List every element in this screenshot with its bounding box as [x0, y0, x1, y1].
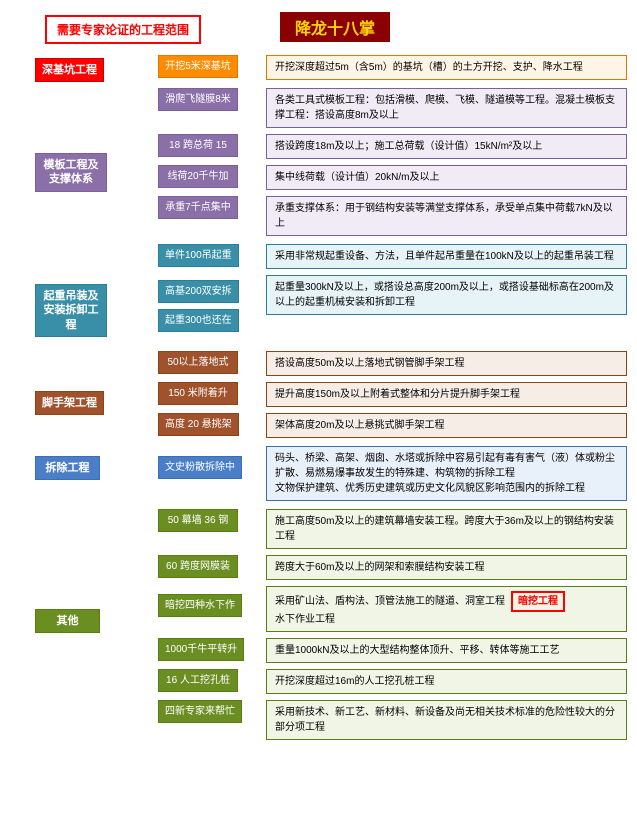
item-row: 150 米附着升 提升高度150m及以上附着式整体和分片提升脚手架工程 — [158, 382, 627, 407]
item-row: 50 幕墙 36 钢 施工高度50m及以上的建筑幕墙安装工程。跨度大于36m及以上… — [158, 509, 627, 549]
section: 拆除工程 文史粉散拆除中 码头、桥梁、高架、烟囱、水塔或拆除中容易引起有毒有害气（液… — [15, 446, 627, 501]
description: 承重支撑体系：用于钢结构安装等满堂支撑体系，承受单点集中荷载7kN及以上 — [266, 196, 627, 236]
items-container: 单件100吊起重 采用非常规起重设备、方法，且单件起吊重量在100kN及以上的起重… — [120, 244, 627, 343]
description: 集中线荷载（设计值）20kN/m及以上 — [266, 165, 627, 190]
description: 跨度大于60m及以上的网架和索膜结构安装工程 — [266, 555, 627, 580]
category-label: 脚手架工程 — [35, 391, 104, 415]
tree-container: 深基坑工程 开挖5米深基坑 开挖深度超过5m（含5m）的基坑（槽）的土方开挖、支护、… — [15, 55, 627, 748]
mid-label: 线荷20千牛加 — [158, 165, 238, 188]
mid-label: 起重300也还在 — [158, 309, 239, 332]
mid-label: 150 米附着升 — [158, 382, 238, 405]
mid-label: 60 跨度网膜装 — [158, 555, 238, 578]
category-label: 拆除工程 — [35, 456, 100, 480]
description: 架体高度20m及以上悬挑式脚手架工程 — [266, 413, 627, 438]
description: 重量1000kN及以上的大型结构整体顶升、平移、转体等施工工艺 — [266, 638, 627, 663]
item-row: 文史粉散拆除中 码头、桥梁、高架、烟囱、水塔或拆除中容易引起有毒有害气（液）体或粉… — [158, 446, 627, 501]
description: 采用矿山法、盾构法、顶管法施工的隧道、洞室工程暗挖工程水下作业工程 — [266, 586, 627, 632]
description: 开挖深度超过5m（含5m）的基坑（槽）的土方开挖、支护、降水工程 — [266, 55, 627, 80]
title-label: 降龙十八掌 — [280, 12, 390, 42]
description: 起重量300kN及以上，或搭设总高度200m及以上，或搭设基础标高在200m及以… — [266, 275, 627, 315]
item-row: 起重300也还在 — [158, 321, 627, 343]
section: 其他 50 幕墙 36 钢 施工高度50m及以上的建筑幕墙安装工程。跨度大于36m及… — [15, 509, 627, 740]
section: 模板工程及支撑体系 滑爬飞隧膜8米 各类工具式模板工程：包括滑模、爬模、飞模、隧道模… — [15, 88, 627, 236]
item-row: 暗挖四种水下作 采用矿山法、盾构法、顶管法施工的隧道、洞室工程暗挖工程水下作业工程 — [158, 586, 627, 632]
mid-label: 高度 20 悬挑架 — [158, 413, 239, 436]
mid-label: 开挖5米深基坑 — [158, 55, 238, 78]
item-row: 四新专家来帮忙 采用新技术、新工艺、新材料、新设备及尚无相关技术标准的危险性较大的… — [158, 700, 627, 740]
mid-label: 承重7千点集中 — [158, 196, 238, 219]
items-container: 50 幕墙 36 钢 施工高度50m及以上的建筑幕墙安装工程。跨度大于36m及以上… — [120, 509, 627, 740]
item-row: 开挖5米深基坑 开挖深度超过5m（含5m）的基坑（槽）的土方开挖、支护、降水工程 — [158, 55, 627, 80]
mid-label: 滑爬飞隧膜8米 — [158, 88, 238, 111]
mid-label: 暗挖四种水下作 — [158, 594, 242, 617]
description: 搭设跨度18m及以上；施工总荷载（设计值）15kN/m²及以上 — [266, 134, 627, 159]
category-label: 深基坑工程 — [35, 58, 104, 82]
mid-label: 50以上落地式 — [158, 351, 238, 374]
category-label: 模板工程及支撑体系 — [35, 153, 107, 192]
item-row: 18 跨总荷 15 搭设跨度18m及以上；施工总荷载（设计值）15kN/m²及以上 — [158, 134, 627, 159]
category-label: 其他 — [35, 609, 100, 633]
description: 采用非常规起重设备、方法，且单件起吊重量在100kN及以上的起重吊装工程 — [266, 244, 627, 269]
description: 施工高度50m及以上的建筑幕墙安装工程。跨度大于36m及以上的钢结构安装工程 — [266, 509, 627, 549]
items-container: 50以上落地式 搭设高度50m及以上落地式钢管脚手架工程 150 米附着升 提升高度1… — [120, 351, 627, 438]
item-row: 50以上落地式 搭设高度50m及以上落地式钢管脚手架工程 — [158, 351, 627, 376]
item-row: 1000千牛平转升重量1000kN及以上的大型结构整体顶升、平移、转体等施工工艺 — [158, 638, 627, 663]
highlight-badge: 暗挖工程 — [511, 591, 565, 612]
item-row: 承重7千点集中 承重支撑体系：用于钢结构安装等满堂支撑体系，承受单点集中荷载7kN… — [158, 196, 627, 236]
mid-label: 高基200双安拆 — [158, 280, 239, 303]
items-container: 滑爬飞隧膜8米 各类工具式模板工程：包括滑模、爬模、飞模、隧道模等工程。混凝土模板… — [120, 88, 627, 236]
item-row: 60 跨度网膜装 跨度大于60m及以上的网架和索膜结构安装工程 — [158, 555, 627, 580]
description: 各类工具式模板工程：包括滑模、爬模、飞模、隧道模等工程。混凝土模板支撑工程：搭设… — [266, 88, 627, 128]
section: 脚手架工程 50以上落地式 搭设高度50m及以上落地式钢管脚手架工程 150 米附着升… — [15, 351, 627, 438]
mid-label: 18 跨总荷 15 — [158, 134, 238, 157]
mid-label: 文史粉散拆除中 — [158, 456, 242, 479]
category-label: 起重吊装及安装拆卸工程 — [35, 284, 107, 337]
mid-label: 50 幕墙 36 钢 — [158, 509, 238, 532]
description: 码头、桥梁、高架、烟囱、水塔或拆除中容易引起有毒有害气（液）体或粉尘扩散、易燃易… — [266, 446, 627, 501]
item-row: 16 人工挖孔桩 开挖深度超过16m的人工挖孔桩工程 — [158, 669, 627, 694]
section: 深基坑工程 开挖5米深基坑 开挖深度超过5m（含5m）的基坑（槽）的土方开挖、支护、… — [15, 55, 627, 80]
mid-label: 单件100吊起重 — [158, 244, 239, 267]
items-container: 开挖5米深基坑 开挖深度超过5m（含5m）的基坑（槽）的土方开挖、支护、降水工程 — [120, 55, 627, 80]
mid-label: 16 人工挖孔桩 — [158, 669, 238, 692]
item-row: 单件100吊起重 采用非常规起重设备、方法，且单件起吊重量在100kN及以上的起重… — [158, 244, 627, 269]
item-row: 线荷20千牛加 集中线荷载（设计值）20kN/m及以上 — [158, 165, 627, 190]
description: 搭设高度50m及以上落地式钢管脚手架工程 — [266, 351, 627, 376]
item-row: 滑爬飞隧膜8米 各类工具式模板工程：包括滑模、爬模、飞模、隧道模等工程。混凝土模板… — [158, 88, 627, 128]
items-container: 文史粉散拆除中 码头、桥梁、高架、烟囱、水塔或拆除中容易引起有毒有害气（液）体或粉… — [120, 446, 627, 501]
description: 采用新技术、新工艺、新材料、新设备及尚无相关技术标准的危险性较大的分部分项工程 — [266, 700, 627, 740]
mid-label: 四新专家来帮忙 — [158, 700, 242, 723]
section: 起重吊装及安装拆卸工程 单件100吊起重 采用非常规起重设备、方法，且单件起吊重量在… — [15, 244, 627, 343]
description: 提升高度150m及以上附着式整体和分片提升脚手架工程 — [266, 382, 627, 407]
description: 开挖深度超过16m的人工挖孔桩工程 — [266, 669, 627, 694]
item-row: 高度 20 悬挑架 架体高度20m及以上悬挑式脚手架工程 — [158, 413, 627, 438]
mid-label: 1000千牛平转升 — [158, 638, 244, 661]
root-label: 需要专家论证的工程范围 — [45, 15, 201, 44]
